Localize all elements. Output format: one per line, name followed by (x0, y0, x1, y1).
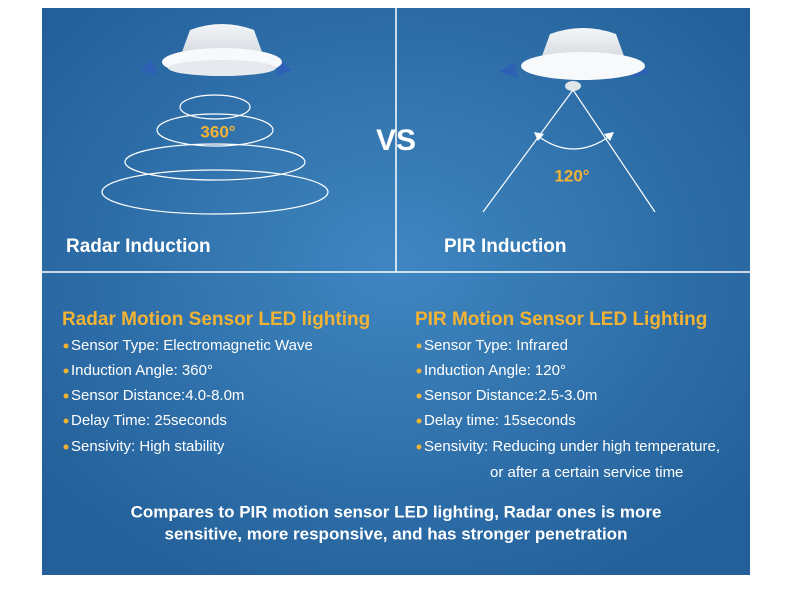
bullet (63, 444, 69, 450)
bullet (416, 368, 422, 374)
vs-label: VS (376, 124, 416, 157)
spec: Delay Time: 25seconds (71, 412, 227, 429)
spec: or after a certain service time (490, 464, 683, 481)
heading: Radar Motion Sensor LED lighting (62, 309, 370, 330)
spec: Induction Angle: 120° (424, 362, 566, 379)
angle-arc (537, 135, 611, 150)
spec: Delay time: 15seconds (424, 412, 576, 429)
summary: Compares to PIR motion sensor LED lighti… (131, 502, 662, 521)
caption: PIR Induction (444, 236, 566, 257)
bullet (63, 343, 69, 349)
bullet (63, 418, 69, 424)
spec-lists: Sensor Type: Electromagnetic Wave Inducti… (63, 337, 720, 481)
spec: Sensivity: High stability (71, 438, 225, 455)
spec: Sensivity: Reducing under high temperatu… (424, 438, 720, 455)
bullet (416, 393, 422, 399)
summary: sensitive, more responsive, and has stro… (165, 524, 628, 543)
angle-line (482, 89, 574, 213)
spec: Sensor Distance:2.5-3.0m (424, 387, 597, 404)
pir-lamp (500, 28, 650, 91)
spec: Sensor Type: Electromagnetic Wave (71, 337, 313, 354)
radar-lamp (140, 24, 292, 76)
bullet (63, 368, 69, 374)
angle-label: 120° (554, 166, 589, 185)
heading: PIR Motion Sensor LED Lighting (415, 309, 707, 330)
caption: Radar Induction (66, 236, 211, 257)
radar-ring (101, 169, 329, 215)
angle-label: 360° (200, 122, 235, 141)
bullet (416, 444, 422, 450)
radar-ring (156, 113, 274, 147)
angle-line (572, 89, 656, 213)
bullet (416, 343, 422, 349)
spec: Induction Angle: 360° (71, 362, 213, 379)
bullet (416, 418, 422, 424)
bullet (63, 393, 69, 399)
radar-ring (179, 94, 251, 120)
spec: Sensor Type: Infrared (424, 337, 568, 354)
radar-ring (124, 143, 306, 181)
spec: Sensor Distance:4.0-8.0m (71, 387, 244, 404)
